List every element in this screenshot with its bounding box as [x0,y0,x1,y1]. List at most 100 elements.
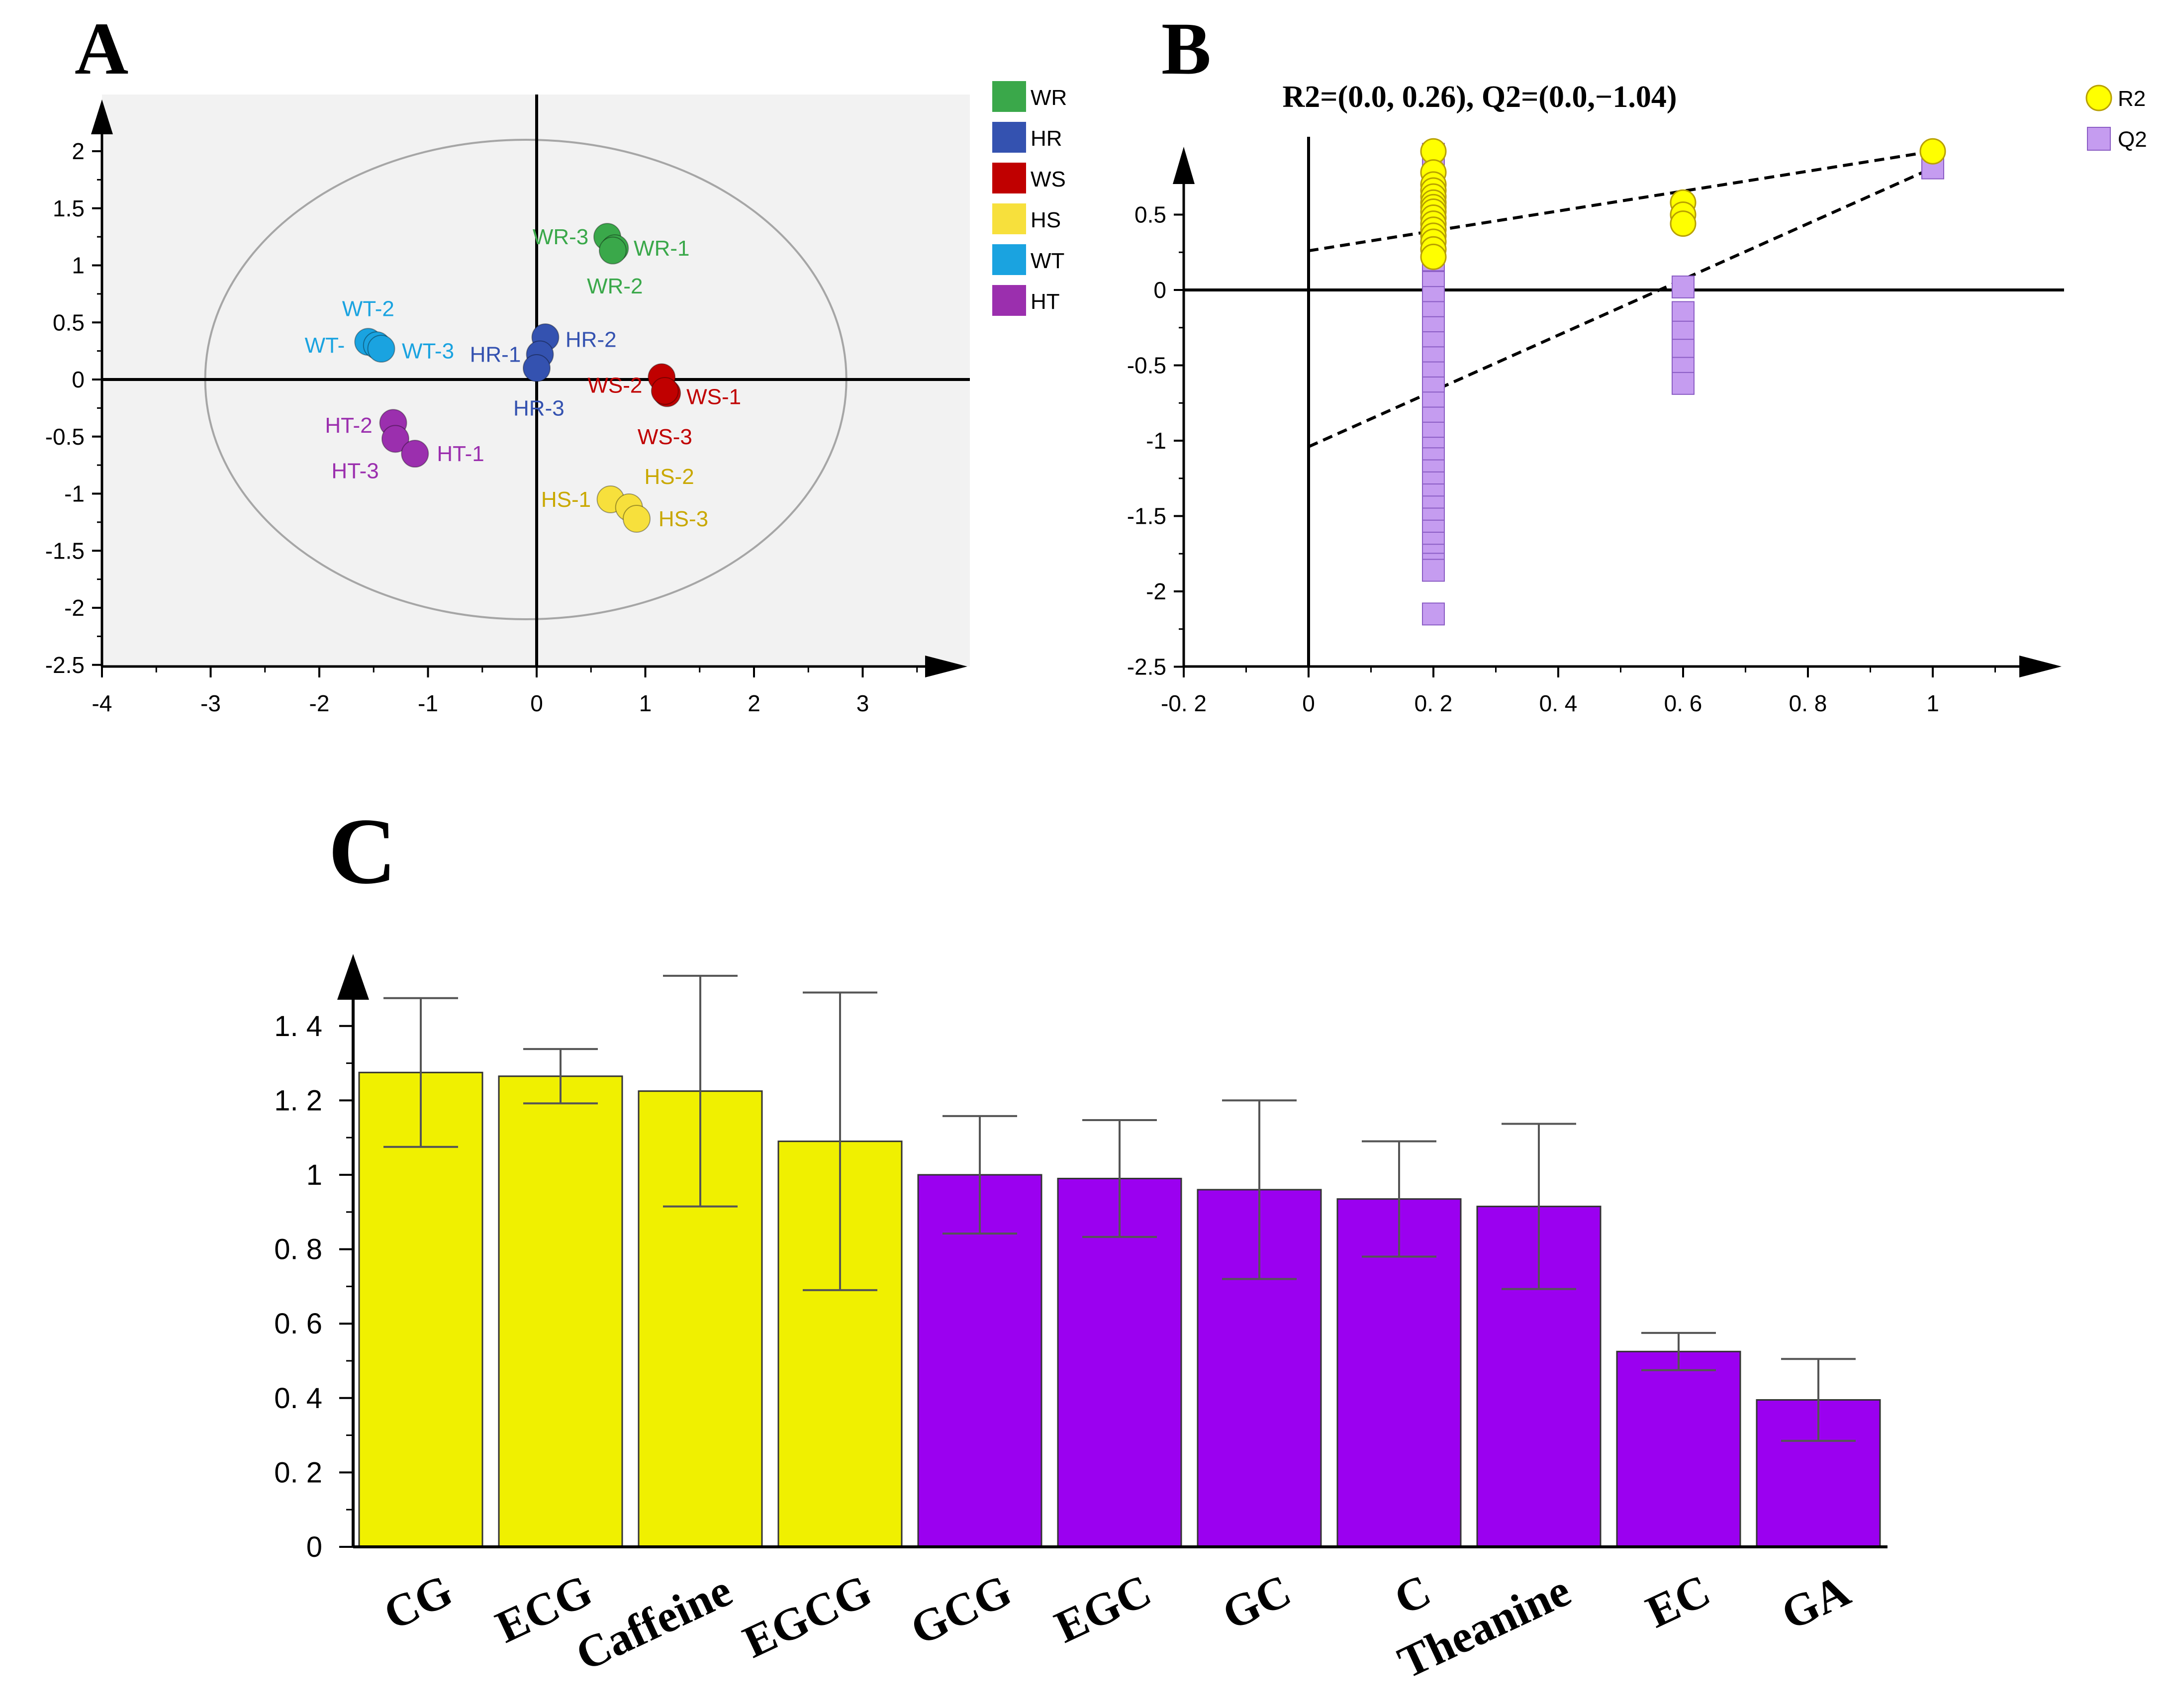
point-hr-3 [523,354,551,382]
category-label-ec: EC [1639,1565,1718,1637]
category-label-egc: EGC [1047,1565,1159,1653]
y-tick-label: 1 [306,1159,322,1191]
y-tick-label: 0 [72,367,85,392]
point-wr-2 [598,236,627,265]
x-tick-label: 1 [639,690,652,716]
panel-c-bar-chart: 1. 41. 210. 80. 60. 40. 20 CG ECGCaffeine… [274,954,1887,1688]
y-tick-label: -2.5 [45,652,85,678]
y-axis-arrow [1173,147,1195,184]
category-label-egcg: EGCG [736,1565,879,1668]
y-tick-label: -1.5 [1127,503,1166,529]
point-label-hs-2: HS-2 [644,465,694,489]
legend-label-ht: HT [1031,289,1060,314]
y-tick-label: 0.5 [53,309,85,335]
point-label-ht-3: HT-3 [331,459,378,483]
panel-b-permutation-plot: R2=(0.0, 0.26), Q2=(0.0,−1.04) -0. 2 0 0. … [1127,80,2147,716]
legend-swatch-wr [992,81,1026,112]
point-label-wr-1: WR-1 [634,236,689,261]
point-wt-3 [367,335,395,363]
point-ht-1 [401,440,429,468]
r2-point [1670,210,1697,237]
y-tick-label: 0. 6 [274,1308,322,1340]
point-label-hr-1: HR-1 [470,343,521,367]
x-tick-label: 0. 4 [1539,690,1578,716]
point-ws-3 [651,377,679,405]
y-tick-label: 1. 2 [274,1084,322,1117]
bar-egc [1057,1177,1182,1548]
legend-swatch-hr [992,122,1026,153]
x-axis-arrow [2019,656,2062,677]
legend-swatch-ht [992,285,1026,316]
legend-swatch-r2 [2085,85,2112,111]
category-label-gcg: GCG [903,1565,1019,1655]
legend-label-ws: WS [1031,167,1066,191]
x-tick-label: 0. 6 [1664,690,1702,716]
x-tick-label: 0 [530,690,543,716]
point-label-wr-2: WR-2 [587,274,643,298]
point-label-wt: WT- [305,333,345,358]
point-label-hs-1: HS-1 [541,487,591,512]
q2-point [1672,275,1695,298]
point-label-wr-3: WR-3 [533,225,588,249]
x-tick-label: -0. 2 [1161,690,1207,716]
y-tick-label: 1. 4 [274,1010,322,1043]
category-label-c: C [1387,1565,1438,1625]
panel-b-title: R2=(0.0, 0.26), Q2=(0.0,−1.04) [1282,80,1677,114]
y-tick-label: -1.5 [45,538,85,564]
legend-swatch-hs [992,203,1026,234]
category-label-caffeine: Caffeine [568,1565,739,1681]
y-tick-label: 0. 4 [274,1382,322,1415]
legend-label-wr: WR [1031,86,1067,110]
y-tick-label: -2 [64,595,85,621]
x-tick-label: -1 [418,690,438,716]
bar-gcg [917,1174,1042,1548]
y-tick-label: 1.5 [53,195,85,221]
point-hs-3 [623,504,651,533]
y-axis-arrow [337,954,369,1000]
x-tick-label: 1 [1926,690,1939,716]
panel-label-c: C [328,799,396,904]
bar-ecg [498,1075,623,1548]
q2-point [1422,559,1445,582]
y-tick-label: 1 [72,253,85,279]
legend-label-hr: HR [1031,126,1062,151]
point-label-wt-2: WT-2 [342,297,394,321]
x-tick-label: 0 [1302,690,1315,716]
y-tick-label: -2 [1146,578,1166,604]
panel-label-a: A [75,7,128,90]
x-tick-label: 0. 2 [1415,690,1453,716]
legend-label-r2: R2 [2118,87,2146,111]
point-label-ht-1: HT-1 [437,442,484,466]
q2-point [1422,602,1445,626]
y-tick-label: 0. 8 [274,1234,322,1266]
legend-swatch-ws [992,163,1026,193]
y-tick-label: -2.5 [1127,654,1166,680]
category-label-ga: GA [1774,1565,1857,1640]
point-label-hr-2: HR-2 [566,328,617,352]
y-tick-label: 0. 2 [274,1456,322,1489]
y-tick-label: 0 [306,1531,322,1563]
point-label-ws-3: WS-3 [638,425,692,449]
x-tick-label: -3 [200,690,221,716]
bar-ec [1616,1350,1741,1548]
x-tick-label: 0. 8 [1789,690,1827,716]
panel-label-b: B [1161,7,1211,90]
point-ht-3 [381,425,409,453]
point-label-ht-2: HT-2 [325,413,372,438]
q2-point [1672,372,1695,395]
x-tick-label: 2 [748,690,760,716]
legend-label-q2: Q2 [2118,127,2147,152]
point-label-hr-3: HR-3 [513,396,565,420]
x-tick-label: -2 [309,690,330,716]
x-tick-label: 3 [856,690,869,716]
legend-swatch-q2 [2087,127,2111,151]
y-tick-label: 0 [1153,277,1166,303]
r2-point [1420,243,1447,270]
y-tick-label: -1 [1146,428,1166,454]
y-tick-label: -0.5 [1127,353,1166,379]
bar-cg [358,1071,483,1548]
category-label-gc: GC [1215,1565,1298,1640]
point-label-hs-3: HS-3 [659,507,708,531]
panel-a-score-plot: -4 -3 -2 -1 0 1 2 3 2 1.5 1 0.5 0 -0.5 -1 -1.5 -2 -2.5 WR… [45,81,1067,716]
